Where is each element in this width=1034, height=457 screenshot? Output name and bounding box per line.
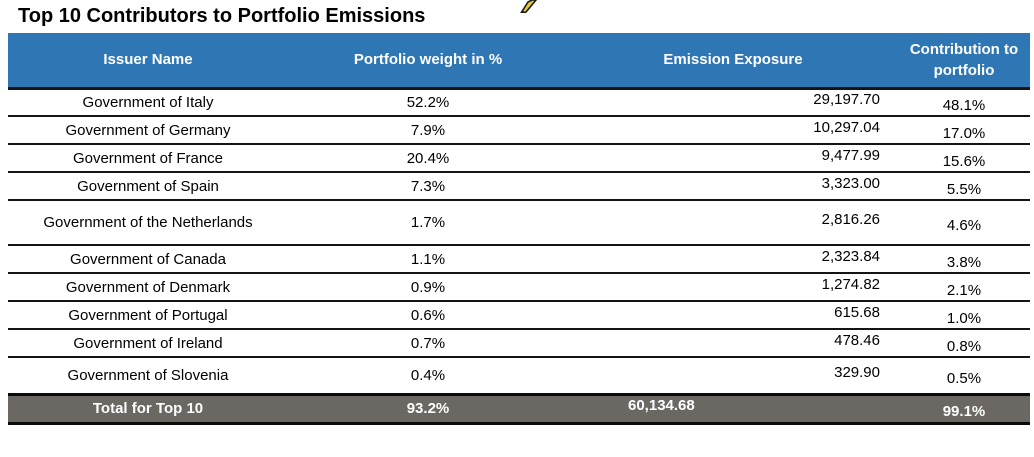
table-row: Government of Ireland 0.7% 478.46 0.8%: [8, 329, 1030, 357]
contribution-cell: 5.5%: [946, 180, 982, 198]
table-row: Government of Italy 52.2% 29,197.70 48.1…: [8, 88, 1030, 116]
emission-cell: 9,477.99: [821, 146, 880, 164]
contribution-cell: 1.0%: [946, 309, 982, 327]
emission-cell: 10,297.04: [813, 118, 880, 136]
contribution-cell: 17.0%: [942, 124, 986, 142]
issuer-cell: Government of Germany: [65, 121, 231, 139]
weight-cell: 1.7%: [410, 214, 446, 231]
issuer-cell: Government of Ireland: [73, 334, 223, 352]
total-weight-cell: 93.2%: [406, 400, 450, 417]
issuer-cell: Government of Denmark: [65, 278, 231, 296]
table-row: Government of Germany 7.9% 10,297.04 17.…: [8, 116, 1030, 144]
column-header-emission-exposure: Emission Exposure: [568, 33, 898, 88]
total-contribution-cell: 99.1%: [942, 403, 986, 420]
emission-cell: 3,323.00: [821, 174, 880, 192]
column-header-portfolio-weight: Portfolio weight in %: [288, 33, 568, 88]
column-header-contribution: Contribution to portfolio: [898, 33, 1030, 88]
table-row: Government of Denmark 0.9% 1,274.82 2.1%: [8, 273, 1030, 301]
weight-cell: 7.9%: [410, 121, 446, 139]
emission-cell: 329.90: [834, 363, 880, 381]
weight-cell: 1.1%: [410, 250, 446, 268]
issuer-cell: Government of Portugal: [68, 306, 228, 324]
weight-cell: 7.3%: [410, 177, 446, 195]
table-row: Government of Spain 7.3% 3,323.00 5.5%: [8, 172, 1030, 200]
table-row: Government of Canada 1.1% 2,323.84 3.8%: [8, 245, 1030, 273]
weight-cell: 52.2%: [406, 93, 450, 111]
issuer-cell: Government of France: [72, 149, 224, 167]
pen-cursor-icon: [520, 0, 538, 13]
weight-cell: 0.4%: [410, 366, 446, 384]
issuer-cell: Government of Canada: [70, 250, 226, 268]
weight-cell: 0.7%: [410, 334, 446, 352]
column-header-issuer-name: Issuer Name: [8, 33, 288, 88]
table-header-row: Issuer Name Portfolio weight in % Emissi…: [8, 33, 1030, 88]
total-emission-cell: 60,134.68: [628, 397, 695, 414]
table-row: Government of France 20.4% 9,477.99 15.6…: [8, 144, 1030, 172]
issuer-cell: Government of Slovenia: [67, 366, 229, 384]
emission-cell: 29,197.70: [813, 90, 880, 108]
table-row: Government of Slovenia 0.4% 329.90 0.5%: [8, 357, 1030, 394]
table-total-row: Total for Top 10 93.2% 60,134.68 99.1%: [8, 394, 1030, 423]
contribution-cell: 0.8%: [946, 337, 982, 355]
emission-cell: 1,274.82: [821, 275, 880, 293]
page-title: Top 10 Contributors to Portfolio Emissio…: [18, 5, 426, 27]
contribution-cell: 3.8%: [946, 253, 982, 271]
table-row: Government of Portugal 0.6% 615.68 1.0%: [8, 301, 1030, 329]
weight-cell: 0.6%: [410, 306, 446, 324]
emission-cell: 615.68: [834, 303, 880, 321]
issuer-cell: Government of Italy: [82, 93, 214, 111]
total-label-cell: Total for Top 10: [92, 400, 204, 417]
contribution-cell: 2.1%: [946, 281, 982, 299]
contribution-cell: 48.1%: [942, 96, 986, 114]
contribution-cell: 15.6%: [942, 152, 986, 170]
table-row: Government of the Netherlands 1.7% 2,816…: [8, 200, 1030, 245]
emissions-table: Issuer Name Portfolio weight in % Emissi…: [8, 33, 1030, 425]
emission-cell: 2,323.84: [821, 247, 880, 265]
emission-cell: 478.46: [834, 331, 880, 349]
issuer-cell: Government of the Netherlands: [43, 214, 253, 231]
contribution-cell: 4.6%: [946, 217, 982, 234]
contribution-cell: 0.5%: [946, 369, 982, 387]
weight-cell: 0.9%: [410, 278, 446, 296]
issuer-cell: Government of Spain: [77, 177, 219, 195]
weight-cell: 20.4%: [406, 149, 450, 167]
emission-cell: 2,816.26: [821, 211, 880, 228]
